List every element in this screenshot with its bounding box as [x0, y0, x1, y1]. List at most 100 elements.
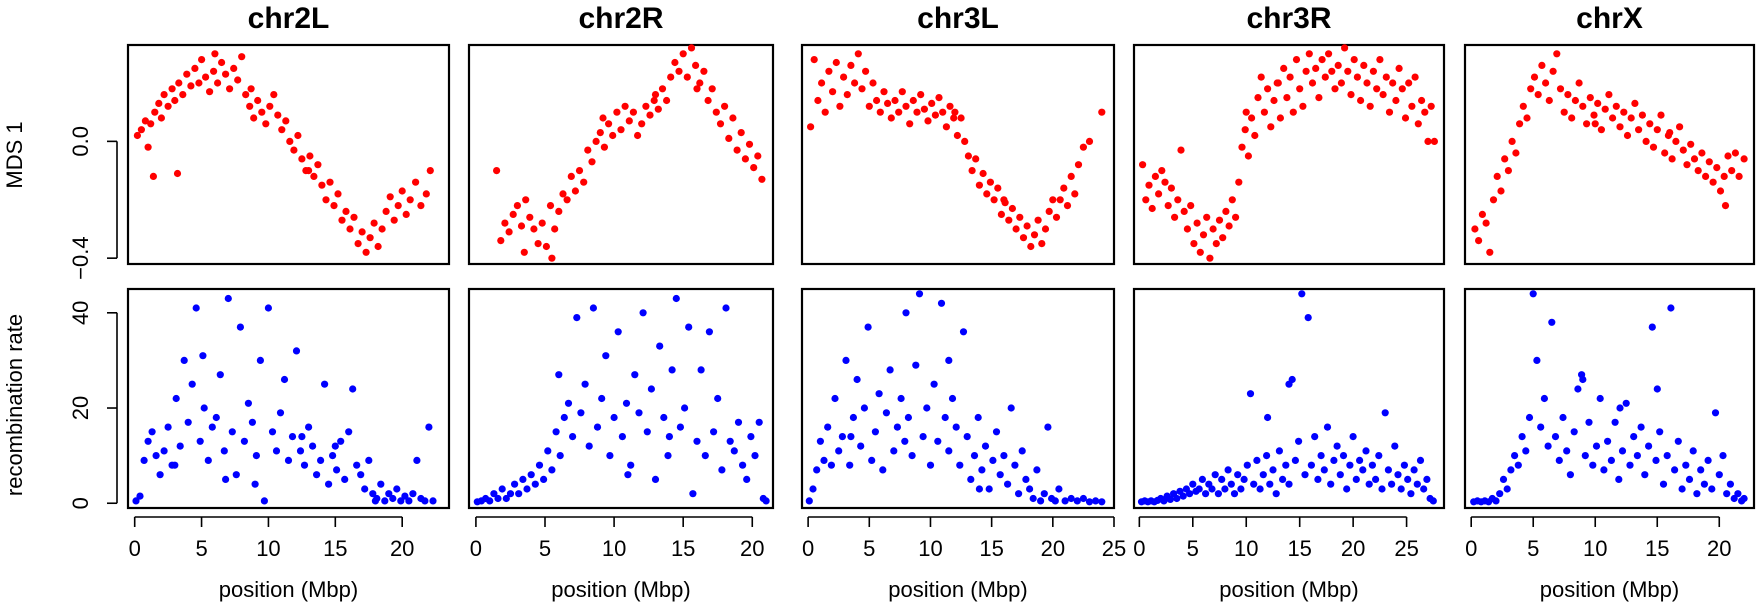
- mds-point: [1568, 114, 1576, 122]
- rate-point: [1611, 418, 1619, 426]
- rate-point: [585, 442, 593, 450]
- mds-point: [983, 190, 991, 198]
- x-tick-label: 20: [1041, 536, 1065, 561]
- mds-point: [1679, 146, 1687, 154]
- rate-point: [1503, 485, 1511, 493]
- mds-point: [1228, 196, 1236, 204]
- rate-point: [486, 497, 494, 505]
- rate-point: [710, 428, 718, 436]
- x-axis-label: position (Mbp): [551, 577, 690, 602]
- rate-point: [1723, 490, 1731, 498]
- rate-point: [527, 471, 535, 479]
- rate-point: [1037, 497, 1045, 505]
- rate-point: [665, 433, 674, 441]
- rate-point: [1166, 495, 1174, 503]
- mds-point: [876, 108, 884, 116]
- rate-point: [136, 492, 144, 500]
- mds-point: [1504, 167, 1512, 175]
- mds-point: [513, 202, 522, 210]
- mds-point: [179, 91, 187, 99]
- mds-point: [1405, 79, 1413, 87]
- rate-point: [762, 497, 770, 505]
- mds-point: [151, 108, 159, 116]
- mds-point: [137, 126, 145, 134]
- rate-point: [1423, 475, 1431, 483]
- x-tick-label: 25: [1102, 536, 1126, 561]
- mds-point: [520, 248, 528, 256]
- mds-point: [542, 242, 551, 251]
- mds-point: [1545, 96, 1553, 105]
- mds-point: [651, 91, 660, 99]
- mds-point: [1560, 108, 1568, 116]
- rate-point: [672, 294, 680, 303]
- rate-point: [515, 490, 523, 498]
- rate-point: [827, 461, 836, 469]
- mds-point: [1676, 123, 1684, 131]
- mds-point: [1486, 248, 1494, 256]
- mds-point: [994, 184, 1002, 192]
- x-tick-label: 10: [256, 536, 280, 561]
- rate-point: [809, 485, 817, 493]
- rate-point: [1653, 385, 1661, 393]
- mds-point: [1649, 143, 1658, 151]
- rate-point: [1388, 480, 1396, 488]
- rate-point: [857, 442, 865, 450]
- rate-point: [1734, 490, 1742, 498]
- mds-plot-frame: [800, 43, 1116, 266]
- mds-point: [157, 114, 165, 122]
- rate-point: [1029, 494, 1037, 503]
- rate-point: [1067, 494, 1075, 503]
- mds-point: [254, 96, 262, 105]
- rate-point: [1079, 494, 1087, 503]
- rate-point: [1214, 490, 1222, 498]
- rate-point: [1671, 466, 1679, 474]
- rate-point: [656, 342, 664, 350]
- rate-point: [1592, 442, 1601, 450]
- rate-point: [1678, 485, 1686, 493]
- mds-point: [1724, 152, 1732, 160]
- mds-point: [1267, 123, 1275, 131]
- rate-point: [1352, 475, 1360, 483]
- rate-point: [610, 413, 618, 422]
- rate-point: [824, 423, 832, 431]
- rate-point: [1600, 466, 1608, 474]
- mds-point: [198, 56, 206, 64]
- rate-point: [589, 304, 598, 312]
- mds-point: [1151, 172, 1159, 180]
- x-tick-label: 25: [1394, 536, 1418, 561]
- rate-point: [751, 452, 759, 460]
- rate-point: [981, 442, 990, 450]
- mds-point: [1646, 120, 1654, 128]
- mds-point: [1190, 240, 1198, 248]
- rate-point: [618, 433, 627, 441]
- rate-point: [1656, 428, 1664, 436]
- rate-point: [1230, 490, 1239, 498]
- mds-point: [1038, 240, 1046, 248]
- rate-point: [1004, 480, 1012, 488]
- mds-point: [149, 172, 157, 180]
- rate-point: [361, 485, 369, 493]
- rate-point: [357, 471, 365, 479]
- mds-point: [951, 108, 959, 116]
- mds-point: [1475, 237, 1483, 245]
- x-tick-label: 15: [979, 536, 1003, 561]
- mds-point: [693, 85, 701, 93]
- mds-point: [1274, 79, 1282, 87]
- rate-point: [660, 413, 668, 422]
- rate-y-tick-label: 40: [68, 301, 93, 325]
- mds-point: [211, 50, 219, 58]
- mds-point: [953, 131, 962, 140]
- mds-point: [1334, 61, 1342, 69]
- mds-point: [1276, 114, 1284, 122]
- mds-point: [721, 102, 729, 110]
- mds-point: [238, 53, 246, 61]
- rate-point: [915, 290, 924, 298]
- rate-point: [292, 347, 301, 355]
- mds-point: [634, 131, 642, 140]
- mds-point: [580, 178, 588, 186]
- mds-point: [298, 155, 306, 163]
- rate-point: [268, 428, 277, 436]
- rate-point: [974, 413, 982, 422]
- mds-point: [1612, 102, 1620, 110]
- rate-point: [846, 461, 854, 469]
